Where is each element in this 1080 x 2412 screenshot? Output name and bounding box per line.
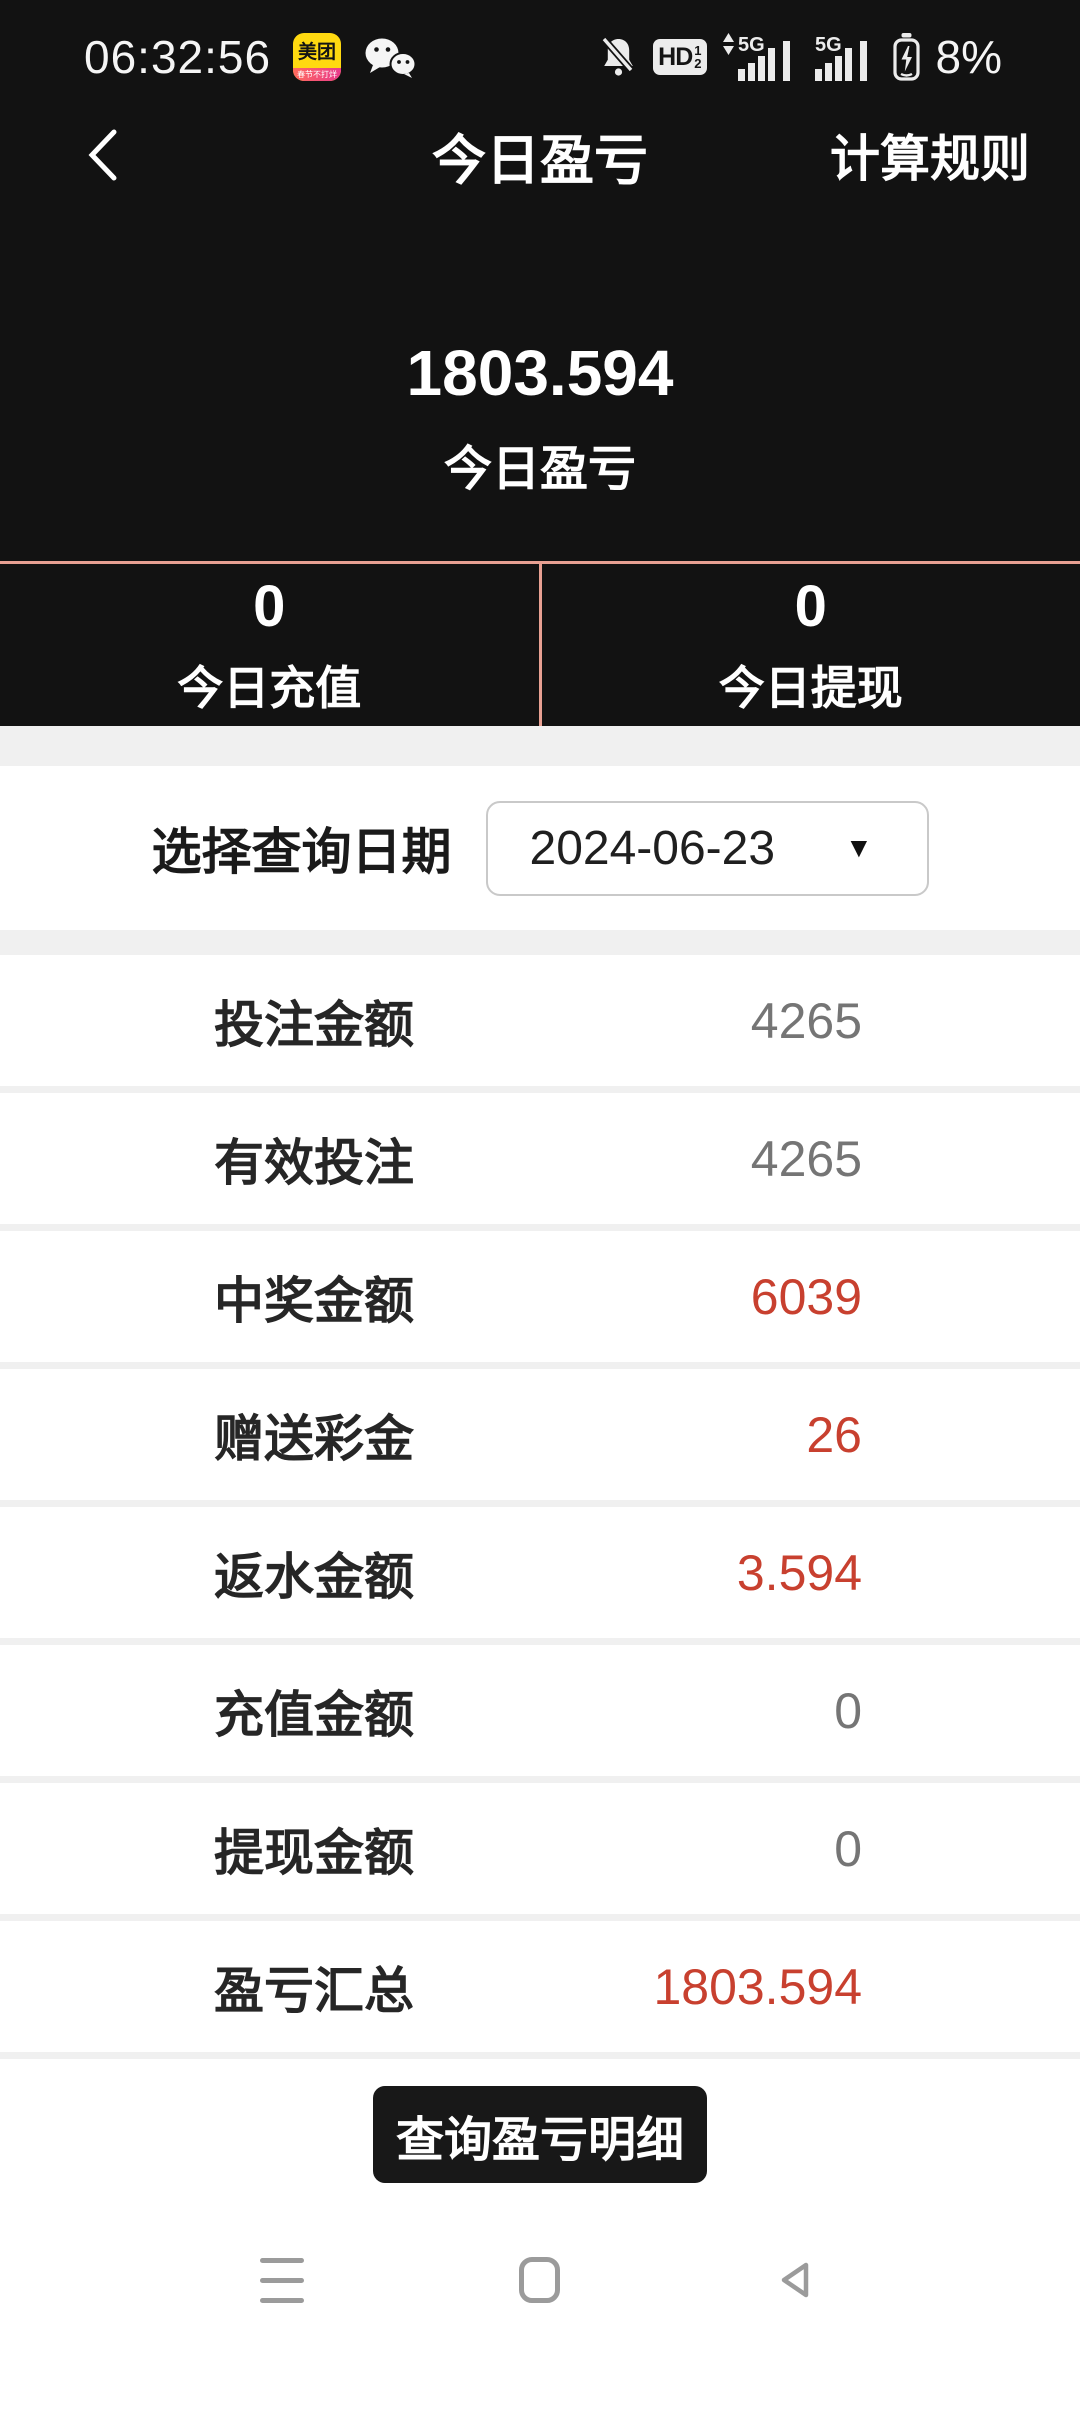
vertical-divider: [538, 564, 542, 726]
battery-charging-icon: [892, 33, 920, 81]
date-picker-label: 选择查询日期: [151, 824, 452, 880]
chevron-down-icon: ▼: [845, 832, 873, 863]
row-value: 4265: [750, 1130, 862, 1187]
date-picker-row: 选择查询日期 2024-06-23 ▼: [0, 766, 1080, 930]
table-row: 充值金额 0: [0, 1645, 1080, 1783]
profit-amount-label: 今日盈亏: [443, 443, 636, 496]
row-value: 6039: [750, 1268, 862, 1325]
profit-amount: 1803.594: [406, 337, 674, 409]
table-row: 中奖金额 6039: [0, 1231, 1080, 1369]
row-value: 1803.594: [653, 1958, 862, 2015]
status-bar: 06:32:56 美团 春节不打烊: [0, 0, 1080, 100]
row-value: 0: [834, 1682, 862, 1739]
section-divider: [0, 726, 1080, 766]
row-label: 充值金额: [214, 1686, 414, 1743]
home-icon[interactable]: [518, 2257, 560, 2303]
today-recharge-label: 今日充值: [177, 661, 362, 714]
today-recharge-value: 0: [253, 573, 286, 639]
button-area: 查询盈亏明细: [0, 2059, 1080, 2183]
calc-rules-link[interactable]: 计算规则: [830, 131, 1030, 187]
date-select-value: 2024-06-23: [529, 821, 776, 875]
recents-menu-icon[interactable]: [260, 2257, 304, 2303]
back-icon[interactable]: [84, 126, 124, 184]
header: 今日盈亏 计算规则: [0, 100, 1080, 210]
clock: 06:32:56: [84, 31, 272, 83]
row-value: 26: [806, 1406, 862, 1463]
row-label: 有效投注: [214, 1134, 414, 1191]
today-withdraw-value: 0: [794, 573, 827, 639]
wechat-icon: [363, 36, 417, 78]
table-row: 盈亏汇总 1803.594: [0, 1921, 1080, 2059]
table-row: 有效投注 4265: [0, 1093, 1080, 1231]
row-value: 3.594: [736, 1544, 862, 1601]
hd-volte-icon: HD 1 2: [653, 39, 707, 75]
table-row: 投注金额 4265: [0, 955, 1080, 1093]
row-value: 4265: [750, 992, 862, 1049]
today-withdraw-label: 今日提现: [718, 661, 903, 714]
query-detail-button[interactable]: 查询盈亏明细: [373, 2086, 707, 2183]
svg-text:5G: 5G: [815, 34, 842, 56]
row-label: 返水金额: [214, 1548, 414, 1605]
page-title: 今日盈亏: [432, 130, 648, 191]
screen: 06:32:56 美团 春节不打烊: [0, 0, 1080, 2303]
row-label: 中奖金额: [214, 1272, 414, 1329]
signal-5g-1-icon: 5G: [722, 33, 799, 81]
section-divider: [0, 930, 1080, 955]
svg-text:5G: 5G: [738, 34, 765, 56]
android-nav-bar: [0, 2257, 1080, 2303]
meituan-app-icon: 美团 春节不打烊: [293, 33, 342, 81]
back-nav-icon[interactable]: [774, 2257, 820, 2303]
row-label: 投注金额: [214, 996, 414, 1053]
today-recharge-stat: 0 今日充值: [0, 564, 539, 726]
table-row: 返水金额 3.594: [0, 1507, 1080, 1645]
row-label: 赠送彩金: [214, 1410, 414, 1467]
stats-list: 投注金额 4265 有效投注 4265 中奖金额 6039 赠送彩金 26 返水金额 3.594 充…: [0, 955, 1080, 2059]
top-section: 06:32:56 美团 春节不打烊: [0, 0, 1080, 561]
row-label: 盈亏汇总: [214, 1962, 414, 2019]
table-row: 提现金额 0: [0, 1783, 1080, 1921]
row-label: 提现金额: [214, 1824, 414, 1881]
signal-5g-2-icon: 5G: [814, 33, 877, 81]
today-stats: 0 今日充值 0 今日提现: [0, 561, 1080, 726]
today-withdraw-stat: 0 今日提现: [542, 564, 1080, 726]
row-value: 0: [834, 1820, 862, 1877]
profit-summary: 1803.594 今日盈亏: [0, 210, 1080, 498]
table-row: 赠送彩金 26: [0, 1369, 1080, 1507]
notification-muted-icon: [600, 35, 637, 80]
battery-percent: 8%: [935, 31, 1002, 83]
date-select[interactable]: 2024-06-23 ▼: [485, 800, 929, 896]
